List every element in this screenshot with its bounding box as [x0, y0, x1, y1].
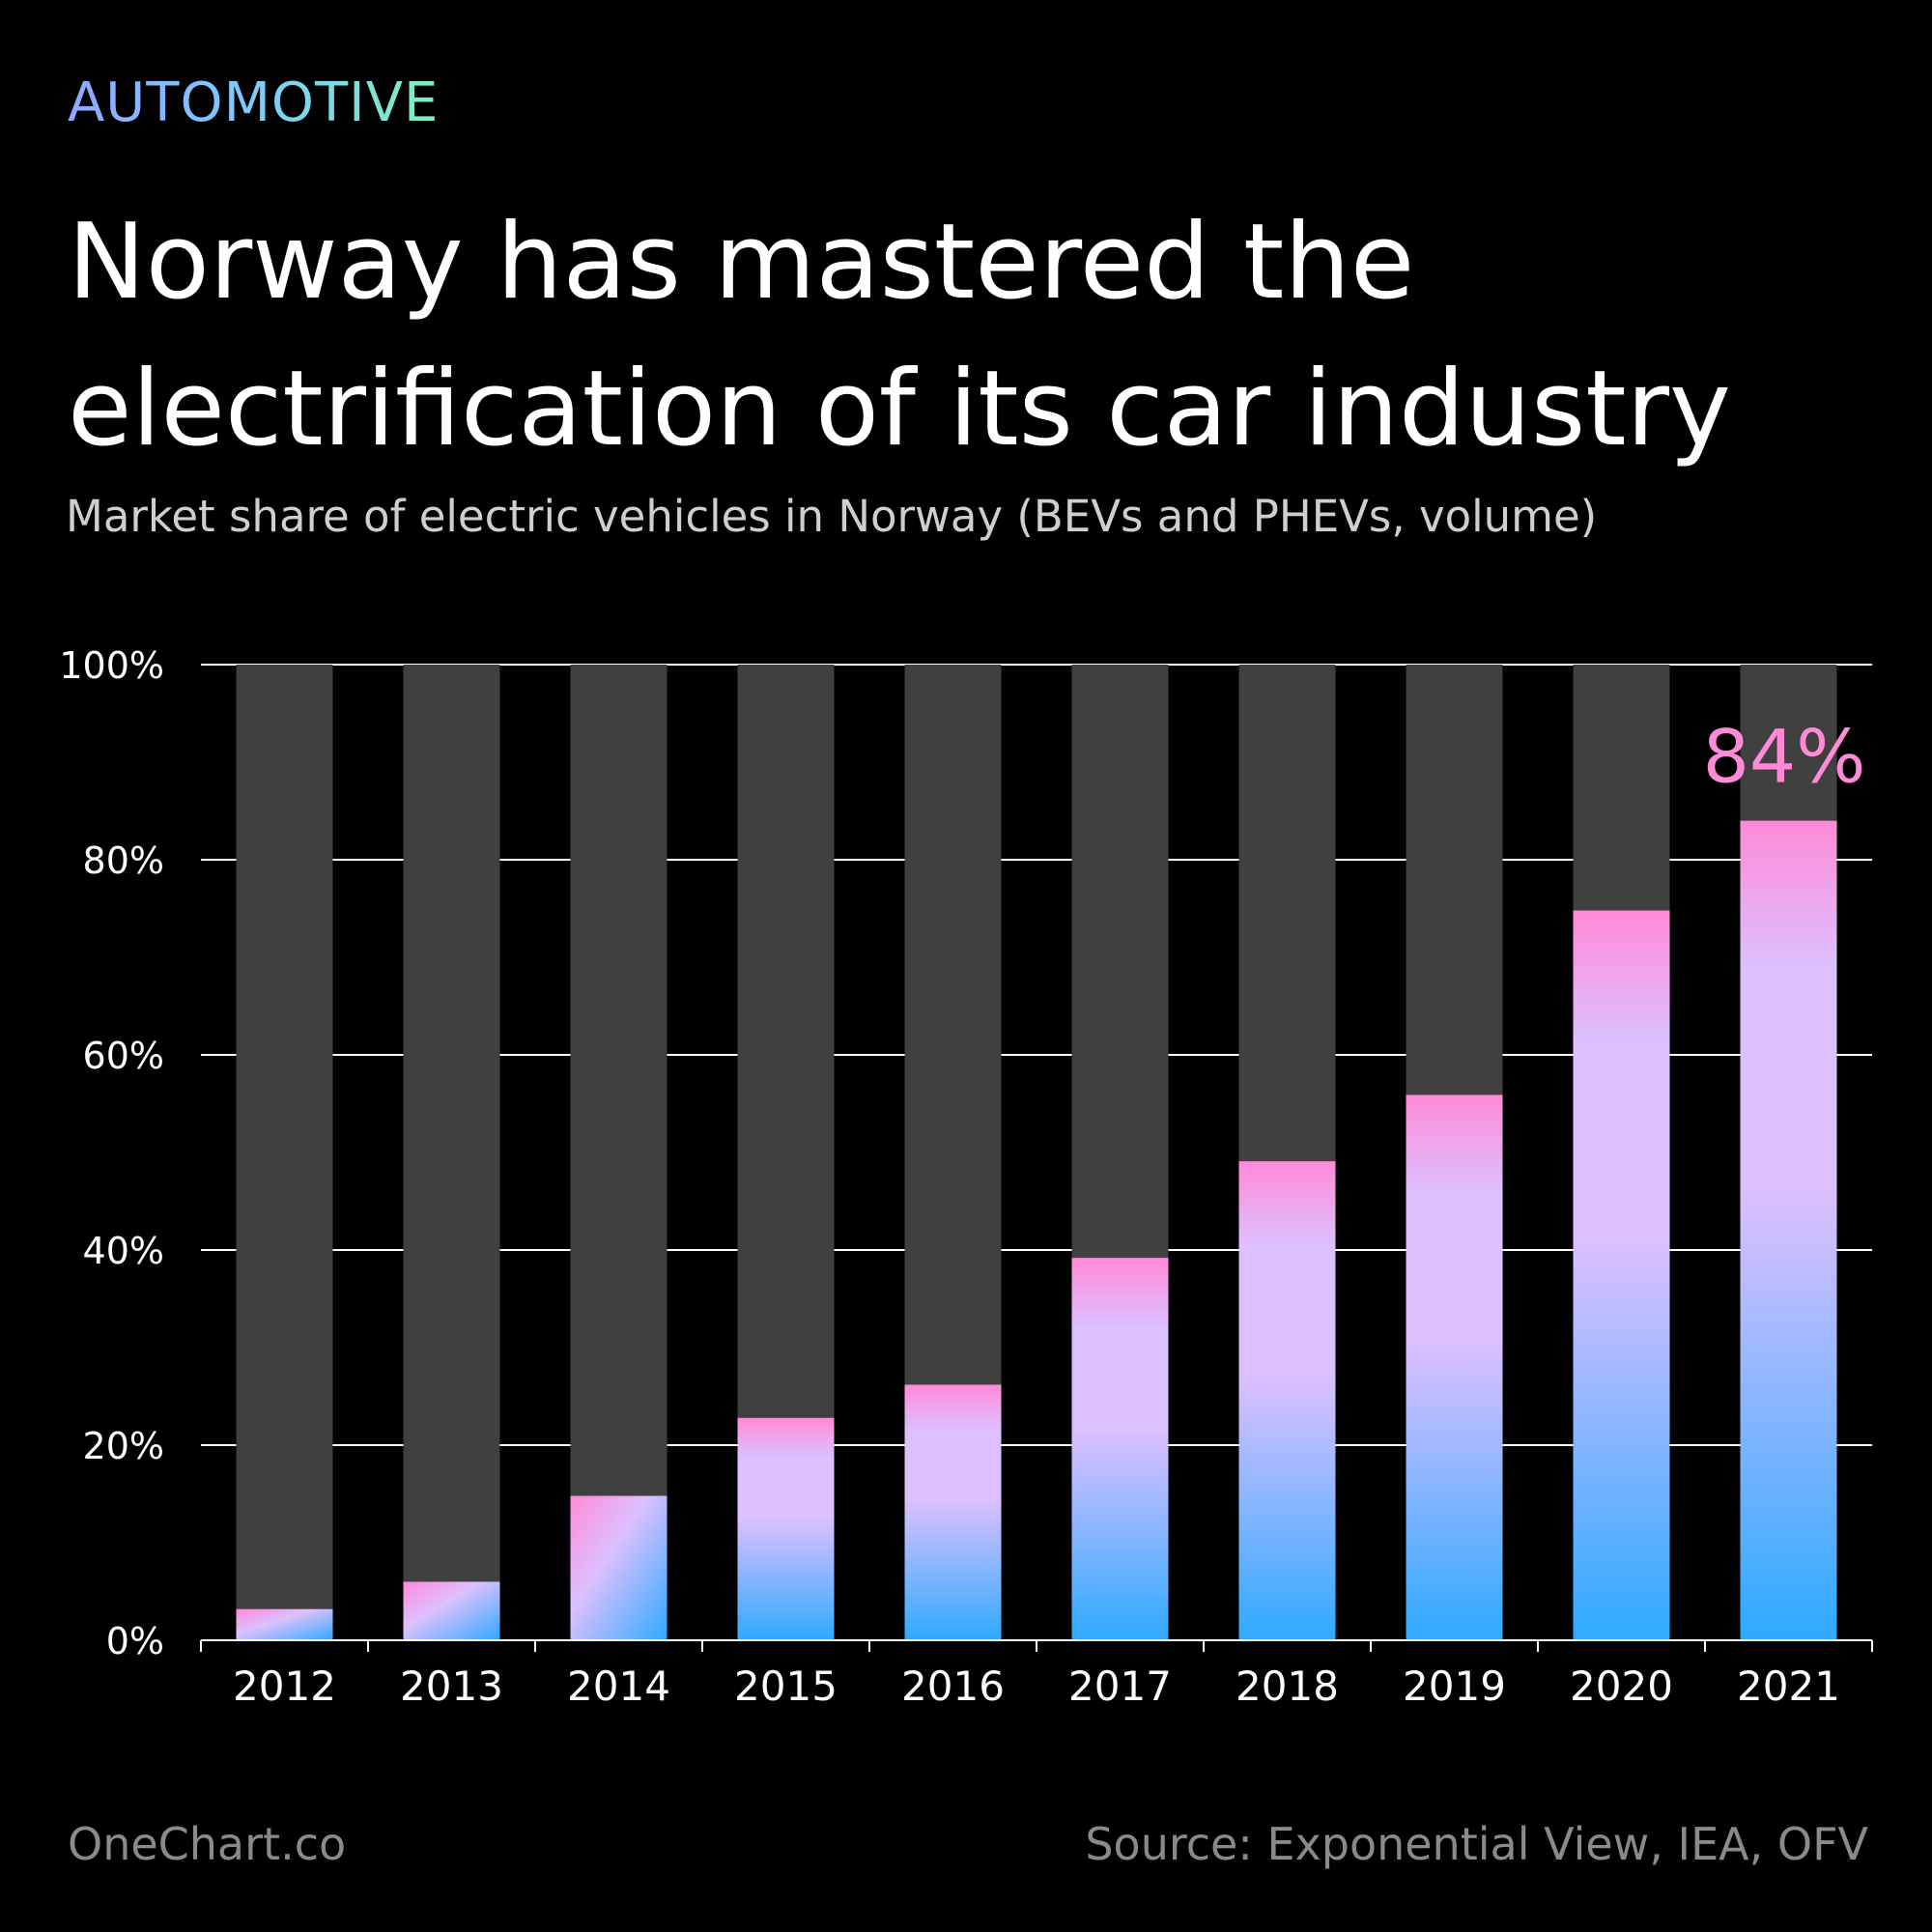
chart-title: Norway has mastered the electrification …: [68, 202, 1731, 469]
x-tick-label: 2021: [1737, 1662, 1840, 1710]
bar-ev-2015: [737, 1417, 835, 1640]
chart-subtitle: Market share of electric vehicles in Nor…: [66, 491, 1598, 542]
bar-ev-2020: [1573, 910, 1670, 1640]
bar-remainder-2013: [403, 665, 500, 1582]
x-tick-label: 2018: [1236, 1662, 1339, 1710]
x-tick-label: 2014: [567, 1662, 670, 1710]
bar-remainder-2018: [1238, 665, 1336, 1162]
bar-ev-2019: [1406, 1094, 1503, 1640]
y-tick-label: 80%: [83, 839, 164, 882]
y-tick-label: 60%: [83, 1035, 164, 1077]
bar-ev-2013: [403, 1581, 500, 1640]
x-axis: [200, 1639, 1873, 1652]
bar-ev-2016: [904, 1384, 1002, 1640]
labels: 0% 20% 40% 60% 80% 100% 2012 2013 2014 2015 2016 20…: [59, 644, 1865, 1710]
bar-ev-2018: [1238, 1161, 1336, 1640]
y-tick-label: 0%: [106, 1620, 164, 1662]
y-tick-label: 40%: [83, 1230, 164, 1272]
x-tick-label: 2019: [1403, 1662, 1506, 1710]
bar-ev-2017: [1071, 1258, 1169, 1640]
x-tick-label: 2020: [1570, 1662, 1673, 1710]
bar-remainder-2014: [570, 665, 668, 1496]
bar-ev-2014: [570, 1495, 668, 1640]
y-tick-label: 20%: [83, 1425, 164, 1467]
bar-remainder-2016: [904, 665, 1002, 1385]
bar-remainder-2019: [1406, 665, 1503, 1095]
highlight-value-label: 84%: [1703, 714, 1866, 800]
y-tick-label: 100%: [59, 644, 164, 687]
footer-brand: OneChart.co: [68, 1818, 347, 1870]
x-tick-label: 2017: [1068, 1662, 1172, 1710]
bar-remainder-2020: [1573, 665, 1670, 911]
x-tick-label: 2012: [233, 1662, 336, 1710]
bar-remainder-2017: [1071, 665, 1169, 1259]
bar-remainder-2012: [236, 665, 333, 1609]
x-tick-label: 2016: [901, 1662, 1005, 1710]
bar-ev-2012: [236, 1608, 333, 1640]
footer-source: Source: Exponential View, IEA, OFV: [1085, 1818, 1868, 1870]
bar-remainder-2015: [737, 665, 835, 1418]
bar-ev-2021: [1740, 820, 1837, 1640]
bars: [236, 665, 1837, 1640]
x-tick-label: 2013: [400, 1662, 503, 1710]
category-label: AUTOMOTIVE: [68, 71, 440, 134]
bar-remainder-2021: [1740, 665, 1837, 821]
x-tick-label: 2015: [734, 1662, 838, 1710]
